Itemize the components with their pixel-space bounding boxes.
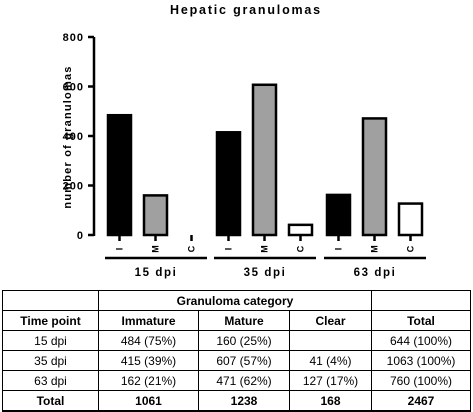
header-total: Total [371, 310, 471, 331]
bars [106, 83, 424, 237]
table-cell: 160 (25%) [198, 330, 290, 351]
granuloma-category-header: Granuloma category [98, 290, 372, 311]
y-tick-label: 800 [63, 32, 84, 44]
y-tick-label: 400 [63, 131, 84, 143]
table-cell: 607 (57%) [198, 350, 290, 371]
table-header-row-2: Time point Immature Mature Clear Total [2, 310, 471, 331]
table-cell: 168 [289, 390, 372, 412]
table-row: 63 dpi 162 (21%) 471 (62%) 127 (17%) 760… [2, 370, 471, 391]
table-cell: 760 (100%) [371, 370, 471, 391]
table-cell: 1063 (100%) [371, 350, 471, 371]
header-clear: Clear [289, 310, 372, 331]
table-row: 35 dpi 415 (39%) 607 (57%) 41 (4%) 1063 … [2, 350, 471, 371]
x-category-label: M [260, 245, 270, 253]
bar-I-15-dpi [106, 113, 133, 237]
bar-C-63-dpi [397, 202, 424, 237]
bar-M-63-dpi [361, 117, 388, 237]
header-time-point: Time point [2, 310, 99, 331]
bar-M-35-dpi [251, 83, 278, 237]
table-cell: 1061 [98, 390, 199, 412]
x-category-label: I [224, 248, 234, 251]
table-cell: 35 dpi [2, 350, 99, 371]
x-category-label: M [151, 245, 161, 253]
table-cell: 1238 [198, 390, 290, 412]
x-category-label: I [334, 248, 344, 251]
table-cell: 15 dpi [2, 330, 99, 351]
table-cell: 644 (100%) [371, 330, 471, 351]
bar-C-35-dpi [287, 223, 314, 237]
bar-I-63-dpi [325, 193, 352, 237]
y-axis-label: number of granulomas [62, 65, 74, 208]
bar-M-15-dpi [142, 194, 169, 237]
x-category-label: M [370, 245, 380, 253]
table-total-row: Total 1061 1238 168 2467 [2, 390, 471, 412]
table-cell: 63 dpi [2, 370, 99, 391]
y-axis: 0 200 400 600 800 [63, 32, 96, 242]
table-cell: Total [2, 390, 99, 412]
x-axis: I M C 15 dpi I M C 35 dpi I M C 63 dpi [105, 235, 426, 279]
granuloma-table: Granuloma category Time point Immature M… [2, 290, 471, 412]
bar-chart: Hepatic granulomas number of granulomas … [62, 3, 426, 279]
group-label: 35 dpi [244, 267, 287, 279]
table-cell: 41 (4%) [289, 350, 372, 371]
table-row: 15 dpi 484 (75%) 160 (25%) 644 (100%) [2, 330, 471, 351]
table-header-row-1: Granuloma category [2, 290, 471, 311]
group-label: 63 dpi [354, 267, 397, 279]
header-immature: Immature [98, 310, 199, 331]
table-cell [289, 330, 372, 351]
y-tick-label: 0 [77, 230, 84, 242]
header-cell [2, 290, 99, 311]
x-category-label: C [187, 245, 197, 252]
y-tick-label: 200 [63, 181, 84, 193]
bar-I-35-dpi [215, 131, 242, 237]
x-category-label: I [115, 248, 125, 251]
group-label: 15 dpi [135, 267, 178, 279]
chart-title: Hepatic granulomas [170, 3, 322, 17]
header-mature: Mature [198, 310, 290, 331]
table-cell: 162 (21%) [98, 370, 199, 391]
header-cell [371, 290, 471, 311]
table-cell: 471 (62%) [198, 370, 290, 391]
table-cell: 2467 [371, 390, 471, 412]
table-cell: 484 (75%) [98, 330, 199, 351]
x-category-label: C [406, 245, 416, 252]
table-cell: 127 (17%) [289, 370, 372, 391]
x-category-label: C [296, 245, 306, 252]
y-tick-label: 600 [63, 82, 84, 94]
table-cell: 415 (39%) [98, 350, 199, 371]
